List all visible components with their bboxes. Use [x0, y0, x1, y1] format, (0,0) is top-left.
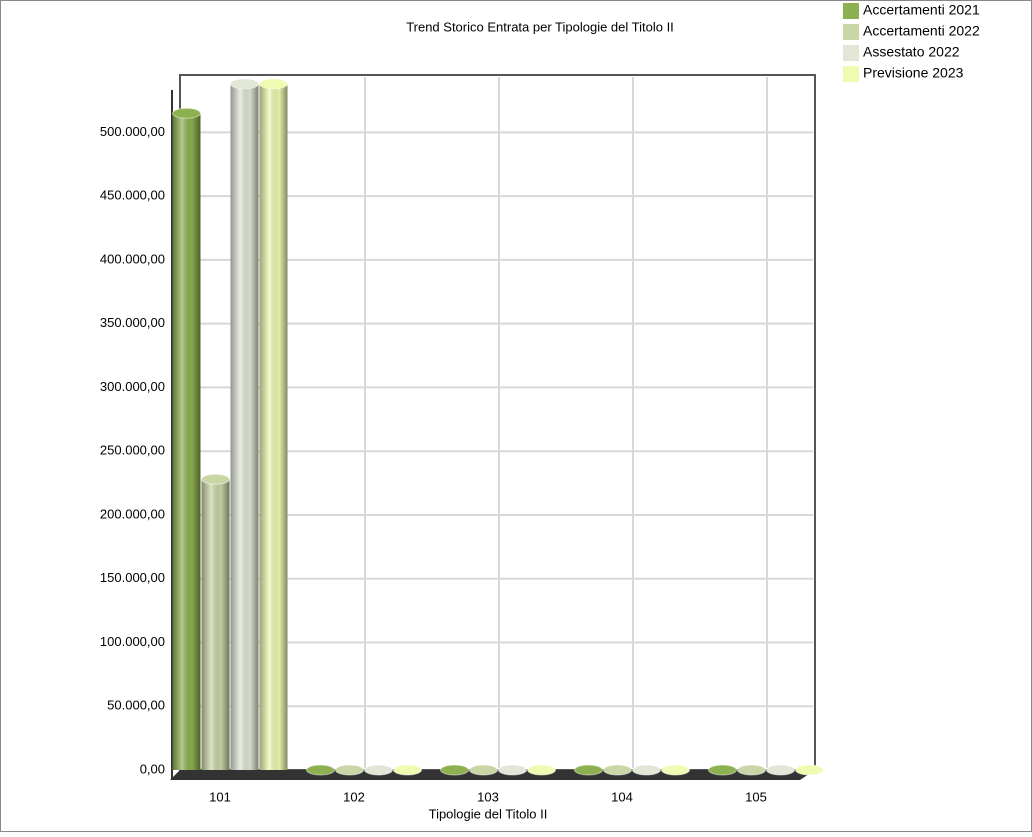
bar: [795, 764, 824, 776]
bar-cap: [469, 764, 498, 776]
bar: [230, 78, 259, 770]
legend-label: Accertamenti 2022: [863, 23, 980, 39]
legend-swatch: [843, 24, 859, 40]
bar-cap: [172, 107, 201, 119]
bar-cap: [393, 764, 422, 776]
bar-cap: [230, 78, 259, 90]
legend-swatch: [843, 45, 859, 61]
bar-cap: [201, 473, 230, 485]
bar: [603, 764, 632, 776]
y-tick-label: 150.000,00: [100, 570, 165, 585]
legend-label: Previsione 2023: [863, 65, 964, 81]
x-tick-label: 105: [745, 789, 767, 804]
bar: [708, 764, 737, 776]
y-tick-label: 0,00: [140, 761, 165, 776]
bar: [766, 764, 795, 776]
y-tick-label: 100.000,00: [100, 634, 165, 649]
chart-title: Trend Storico Entrata per Tipologie del …: [406, 19, 674, 34]
y-tick-label: 400.000,00: [100, 251, 165, 266]
bar: [574, 764, 603, 776]
bar: [498, 764, 527, 776]
x-tick-label: 102: [343, 789, 365, 804]
x-axis-title: Tipologie del Titolo II: [429, 806, 548, 821]
legend-swatch: [843, 3, 859, 19]
bar-shade: [201, 479, 230, 770]
bar-cap: [335, 764, 364, 776]
y-tick-label: 350.000,00: [100, 315, 165, 330]
x-tick-label: 103: [477, 789, 499, 804]
bar: [527, 764, 556, 776]
bar-shade: [172, 113, 201, 770]
bar-shade: [259, 83, 288, 770]
bar: [632, 764, 661, 776]
bar-cap: [527, 764, 556, 776]
y-tick-label: 450.000,00: [100, 188, 165, 203]
y-tick-label: 200.000,00: [100, 506, 165, 521]
y-tick-label: 300.000,00: [100, 379, 165, 394]
bar-cap: [364, 764, 393, 776]
bar-cap: [306, 764, 335, 776]
bar-cap: [661, 764, 690, 776]
bar: [469, 764, 498, 776]
bar: [172, 107, 201, 770]
y-tick-label: 500.000,00: [100, 124, 165, 139]
bar-cap: [708, 764, 737, 776]
bar-cap: [632, 764, 661, 776]
bar-cap: [795, 764, 824, 776]
bar: [440, 764, 469, 776]
bar-cap: [766, 764, 795, 776]
bar: [259, 78, 288, 770]
bar-cap: [498, 764, 527, 776]
y-tick-label: 250.000,00: [100, 443, 165, 458]
bar: [393, 764, 422, 776]
bar-cap: [259, 78, 288, 90]
x-tick-label: 104: [611, 789, 633, 804]
bar-cap: [574, 764, 603, 776]
legend-label: Assestato 2022: [863, 44, 960, 60]
legend-label: Accertamenti 2021: [863, 2, 980, 18]
bar: [661, 764, 690, 776]
bar: [201, 473, 230, 770]
bar: [364, 764, 393, 776]
bar: [306, 764, 335, 776]
bar-cap: [603, 764, 632, 776]
bar-shade: [230, 83, 259, 770]
bar-cap: [737, 764, 766, 776]
bar: [737, 764, 766, 776]
x-tick-label: 101: [209, 789, 231, 804]
y-tick-label: 50.000,00: [107, 698, 165, 713]
bar-cap: [440, 764, 469, 776]
bar: [335, 764, 364, 776]
legend-swatch: [843, 66, 859, 82]
